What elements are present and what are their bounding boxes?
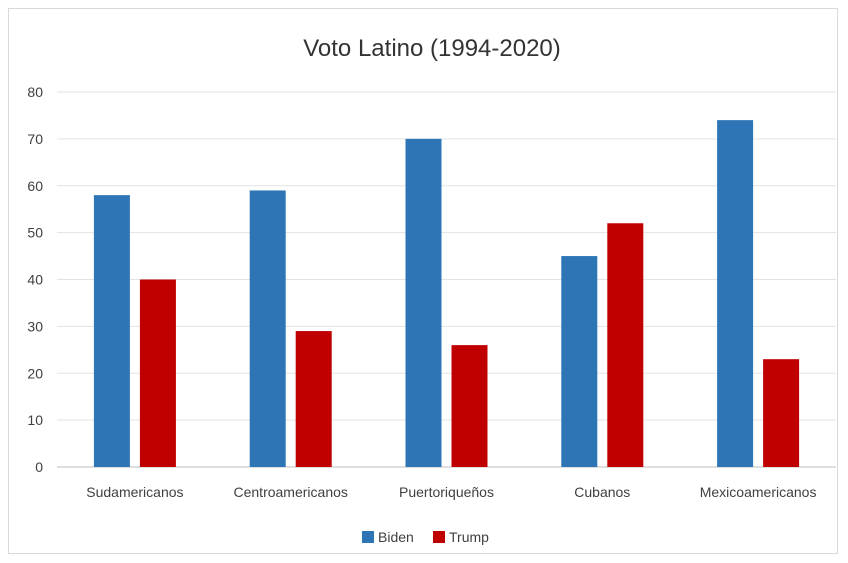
x-tick-label: Cubanos (574, 484, 630, 500)
bar-trump-puertoriqueños (451, 345, 488, 467)
y-tick-label: 50 (27, 225, 43, 241)
x-tick-label: Mexicoamericanos (700, 484, 817, 500)
bar-biden-puertoriqueños (405, 138, 442, 467)
y-tick-label: 0 (35, 459, 43, 475)
bars (93, 120, 800, 467)
bar-biden-mexicoamericanos (717, 120, 754, 467)
legend-label-trump: Trump (449, 529, 489, 545)
bar-trump-cubanos (607, 223, 644, 467)
y-tick-label: 40 (27, 272, 43, 288)
y-tick-label: 10 (27, 412, 43, 428)
legend-swatch-biden (362, 531, 374, 543)
y-tick-label: 70 (27, 131, 43, 147)
bar-biden-cubanos (561, 256, 598, 467)
bar-trump-centroamericanos (295, 331, 332, 467)
y-axis-ticks: 0 10 20 30 40 50 60 70 80 (27, 84, 43, 475)
y-tick-label: 60 (27, 178, 43, 194)
x-axis-labels: Sudamericanos Centroamericanos Puertorique… (86, 484, 816, 500)
bar-biden-centroamericanos (249, 190, 286, 467)
bar-biden-sudamericanos (93, 195, 130, 467)
legend: Biden Trump (362, 529, 489, 545)
legend-label-biden: Biden (378, 529, 414, 545)
y-tick-label: 30 (27, 318, 43, 334)
x-tick-label: Puertoriqueños (399, 484, 494, 500)
bar-trump-mexicoamericanos (763, 359, 800, 467)
legend-swatch-trump (433, 531, 445, 543)
gridlines (57, 91, 836, 468)
x-tick-label: Centroamericanos (234, 484, 348, 500)
chart-title: Voto Latino (1994-2020) (303, 35, 561, 62)
y-tick-label: 20 (27, 365, 43, 381)
bar-trump-sudamericanos (139, 279, 176, 467)
y-tick-label: 80 (27, 84, 43, 100)
x-tick-label: Sudamericanos (86, 484, 183, 500)
